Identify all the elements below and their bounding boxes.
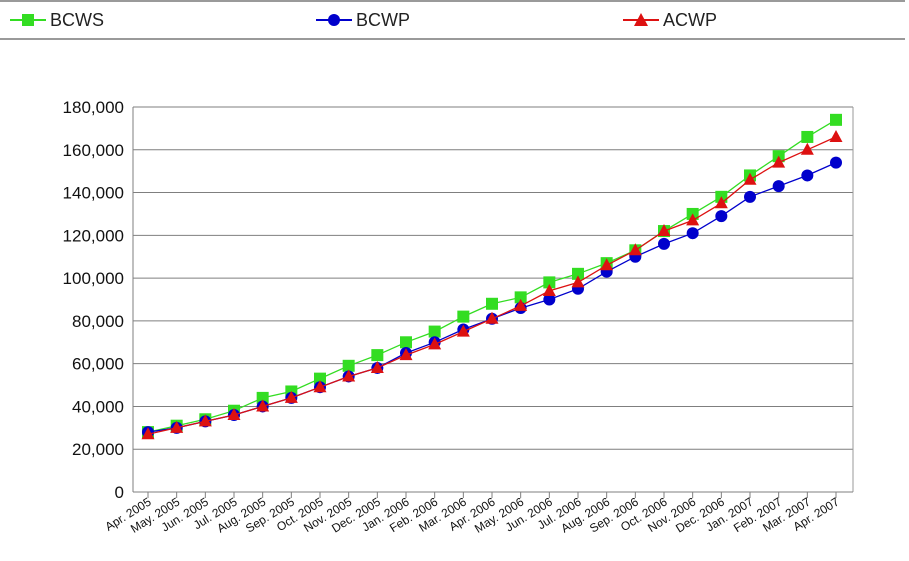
bcws-point xyxy=(572,267,584,280)
bcwp-circle-marker-icon xyxy=(316,14,352,26)
y-tick-label: 80,000 xyxy=(72,312,124,331)
acwp-point xyxy=(542,283,556,296)
acwp-point xyxy=(628,243,642,256)
y-tick-label: 40,000 xyxy=(72,397,124,416)
y-tick-label: 100,000 xyxy=(63,269,124,288)
bcwp-point xyxy=(658,237,670,250)
acwp-point xyxy=(772,155,786,168)
acwp-point xyxy=(657,224,671,237)
acwp-point xyxy=(227,408,241,420)
series-lines xyxy=(141,113,843,440)
acwp-point xyxy=(141,427,155,440)
legend-item-bcws: BCWS xyxy=(8,9,104,31)
bcws-point xyxy=(486,297,498,310)
acwp-series-line xyxy=(147,136,837,435)
bcwp-point xyxy=(715,210,728,223)
bcws-point xyxy=(543,276,556,289)
legend-label-bcwp: BCWP xyxy=(356,9,410,30)
acwp-point xyxy=(342,369,356,382)
bcws-square-marker-icon xyxy=(10,14,46,26)
legend-label-acwp: ACWP xyxy=(663,9,717,30)
bcws-point xyxy=(514,291,527,304)
y-tick-label: 180,000 xyxy=(63,98,124,117)
acwp-point xyxy=(399,348,413,361)
y-tick-label: 60,000 xyxy=(72,355,124,374)
bcws-point xyxy=(830,113,842,126)
y-tick-label: 140,000 xyxy=(63,184,124,203)
bcws-point xyxy=(428,325,441,338)
acwp-point xyxy=(428,337,442,350)
acwp-point xyxy=(284,390,298,403)
acwp-point xyxy=(514,298,528,311)
axes xyxy=(132,107,854,498)
legend-item-acwp: ACWP xyxy=(621,9,717,31)
y-tick-labels: 0 20,000 40,000 60,000 80,000 100,000 120,000 1… xyxy=(63,98,124,502)
acwp-point xyxy=(800,142,814,155)
legend: BCWS BCWP ACWP xyxy=(0,0,905,40)
acwp-point xyxy=(256,399,270,412)
bcwp-point xyxy=(772,180,785,193)
legend-label-bcws: BCWS xyxy=(50,9,104,30)
acwp-point xyxy=(485,311,499,324)
bcws-point xyxy=(371,349,384,362)
y-tick-label: 160,000 xyxy=(63,141,124,160)
bcws-series-line xyxy=(147,119,837,433)
bcws-point xyxy=(400,336,412,349)
bcwp-point xyxy=(686,227,699,240)
acwp-point xyxy=(170,420,184,433)
bcws-point xyxy=(801,130,814,143)
acwp-point xyxy=(198,414,212,427)
acwp-point xyxy=(714,196,728,209)
acwp-point xyxy=(370,360,384,373)
bcwp-point xyxy=(801,169,814,182)
bcws-point xyxy=(457,310,470,323)
y-tick-label: 20,000 xyxy=(72,440,124,459)
bcwp-point xyxy=(830,156,842,169)
bcws-point xyxy=(342,359,355,372)
acwp-point xyxy=(456,324,470,337)
acwp-triangle-marker-icon xyxy=(623,13,659,26)
bcwp-series-line xyxy=(147,162,837,433)
acwp-point xyxy=(600,258,614,271)
bcwp-point xyxy=(543,293,556,306)
acwp-point xyxy=(571,275,585,288)
bcwp-point xyxy=(744,190,756,203)
gridlines xyxy=(133,106,853,450)
legend-item-bcwp: BCWP xyxy=(314,9,410,31)
bcws-point xyxy=(314,372,326,385)
acwp-point xyxy=(313,380,327,393)
bcws-point xyxy=(256,391,269,404)
chart-plot: 0 20,000 40,000 60,000 80,000 100,000 120,000 1… xyxy=(63,98,854,536)
acwp-point xyxy=(829,129,843,142)
acwp-point xyxy=(743,172,757,185)
y-tick-label: 120,000 xyxy=(63,226,124,245)
acwp-point xyxy=(686,213,700,226)
y-tick-label: 0 xyxy=(115,483,124,502)
